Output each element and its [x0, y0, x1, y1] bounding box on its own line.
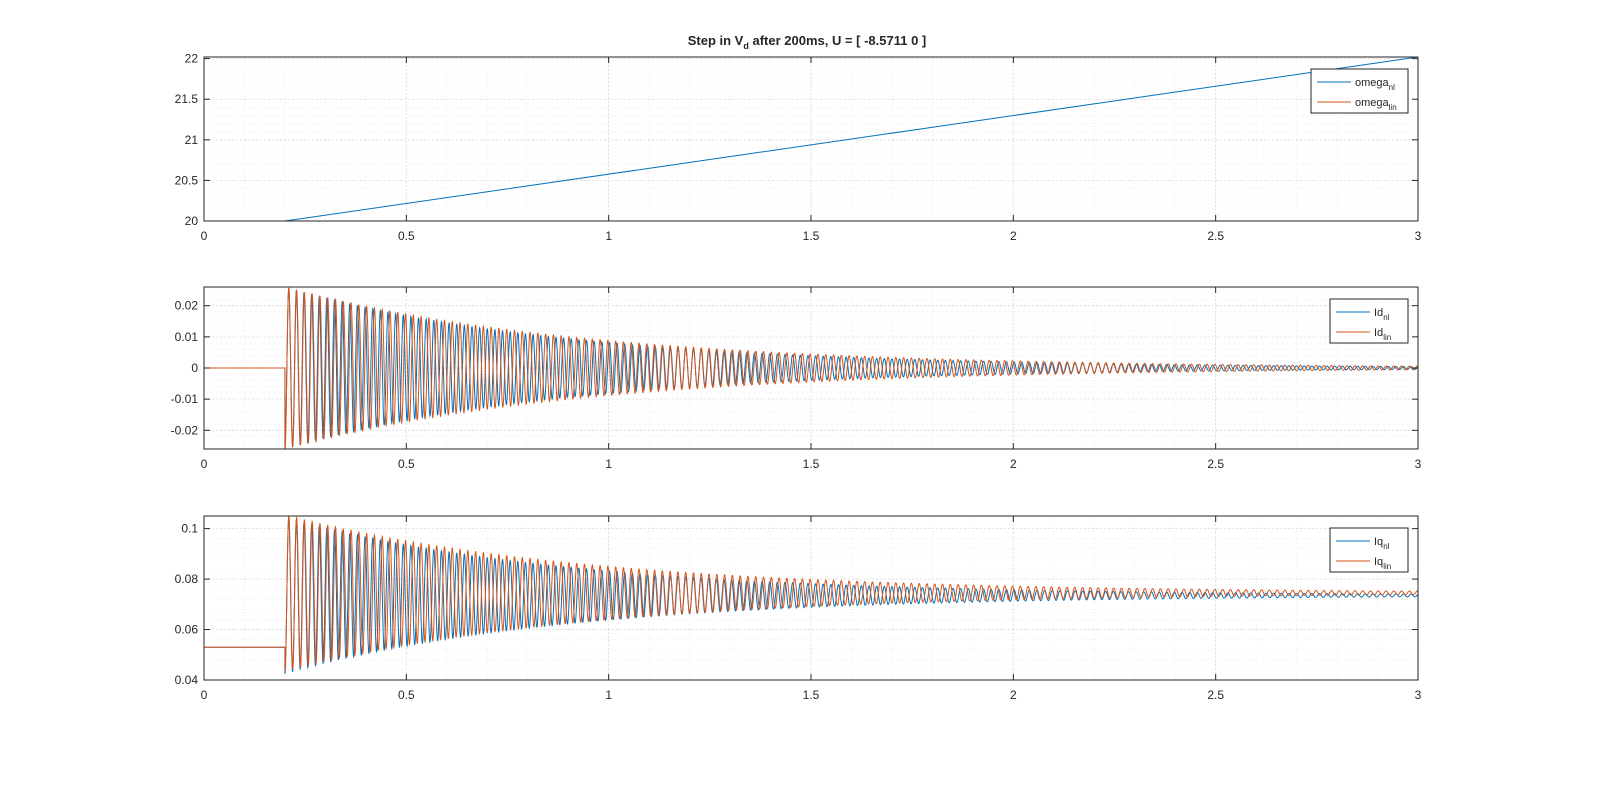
y-tick-label: 22: [185, 52, 199, 66]
legend-box: [1329, 527, 1409, 573]
x-tick-label: 2: [1010, 688, 1017, 702]
y-tick-label: 0.04: [175, 673, 199, 687]
legend: omeganl omegalin: [1310, 68, 1409, 114]
x-tick-label: 0: [201, 457, 208, 471]
legend-label: Idnl: [1374, 307, 1390, 322]
title-prefix: Step in V: [688, 33, 744, 48]
x-tick-label: 0: [201, 688, 208, 702]
legend-box: [1329, 298, 1409, 344]
x-tick-label: 1: [605, 457, 612, 471]
legend-label: Idlin: [1374, 327, 1391, 342]
y-tick-label: 0: [191, 361, 198, 375]
x-tick-label: 1.5: [803, 688, 820, 702]
iq-subplot: 0 0.5 1 1.5 2 2.5 3 0.04 0.06 0.08 0.1 Iqnl Iqlin: [175, 515, 1422, 702]
y-tick-label: 21.5: [175, 92, 199, 106]
legend: Idnl Idlin: [1329, 298, 1409, 344]
x-tick-label: 0: [201, 229, 208, 243]
y-tick-label: 0.08: [175, 572, 199, 586]
x-tick-label: 3: [1415, 688, 1422, 702]
y-tick-label: 0.1: [181, 522, 198, 536]
title-suffix: after 200ms, U = [ -8.5711 0 ]: [749, 33, 926, 48]
y-tick-label: -0.01: [171, 392, 199, 406]
x-tick-label: 1: [605, 229, 612, 243]
x-tick-label: 2.5: [1207, 457, 1224, 471]
x-tick-label: 0.5: [398, 457, 415, 471]
series-line-omega-nl: [204, 57, 1418, 221]
x-tick-label: 2: [1010, 457, 1017, 471]
legend-label: Iqlin: [1374, 556, 1391, 571]
x-tick-label: 0.5: [398, 229, 415, 243]
series-line-iq-nl: [204, 518, 1418, 674]
legend-box: [1310, 68, 1409, 114]
x-tick-label: 1.5: [803, 457, 820, 471]
id-subplot: 0 0.5 1 1.5 2 2.5 3 -0.02 -0.01 0 0.01 0.02 Idnl Idli…: [171, 286, 1422, 471]
x-tick-label: 1: [605, 688, 612, 702]
y-tick-label: 0.02: [175, 299, 199, 313]
title-subscript: d: [743, 41, 749, 51]
x-tick-label: 2: [1010, 229, 1017, 243]
legend: Iqnl Iqlin: [1329, 527, 1409, 573]
y-tick-label: -0.02: [171, 423, 199, 437]
series-line-id-lin: [204, 287, 1418, 449]
y-tick-label: 0.06: [175, 623, 199, 637]
legend-label: Iqnl: [1374, 536, 1390, 551]
x-tick-label: 2.5: [1207, 688, 1224, 702]
x-tick-label: 0.5: [398, 688, 415, 702]
y-tick-label: 20: [185, 214, 199, 228]
series-line-iq-lin: [204, 516, 1418, 672]
omega-subplot: 0 0.5 1 1.5 2 2.5 3 20 20.5 21 21.5 22 omeganl omegal…: [175, 52, 1422, 243]
y-tick-label: 0.01: [175, 330, 199, 344]
y-tick-label: 20.5: [175, 173, 199, 187]
x-tick-label: 3: [1415, 457, 1422, 471]
x-tick-label: 2.5: [1207, 229, 1224, 243]
legend-label: omegalin: [1355, 97, 1397, 112]
legend-label: omeganl: [1355, 77, 1395, 92]
x-tick-label: 1.5: [803, 229, 820, 243]
y-tick-label: 21: [185, 133, 199, 147]
x-tick-label: 3: [1415, 229, 1422, 243]
figure-title: Step in Vd after 200ms, U = [ -8.5711 0 …: [688, 33, 927, 51]
